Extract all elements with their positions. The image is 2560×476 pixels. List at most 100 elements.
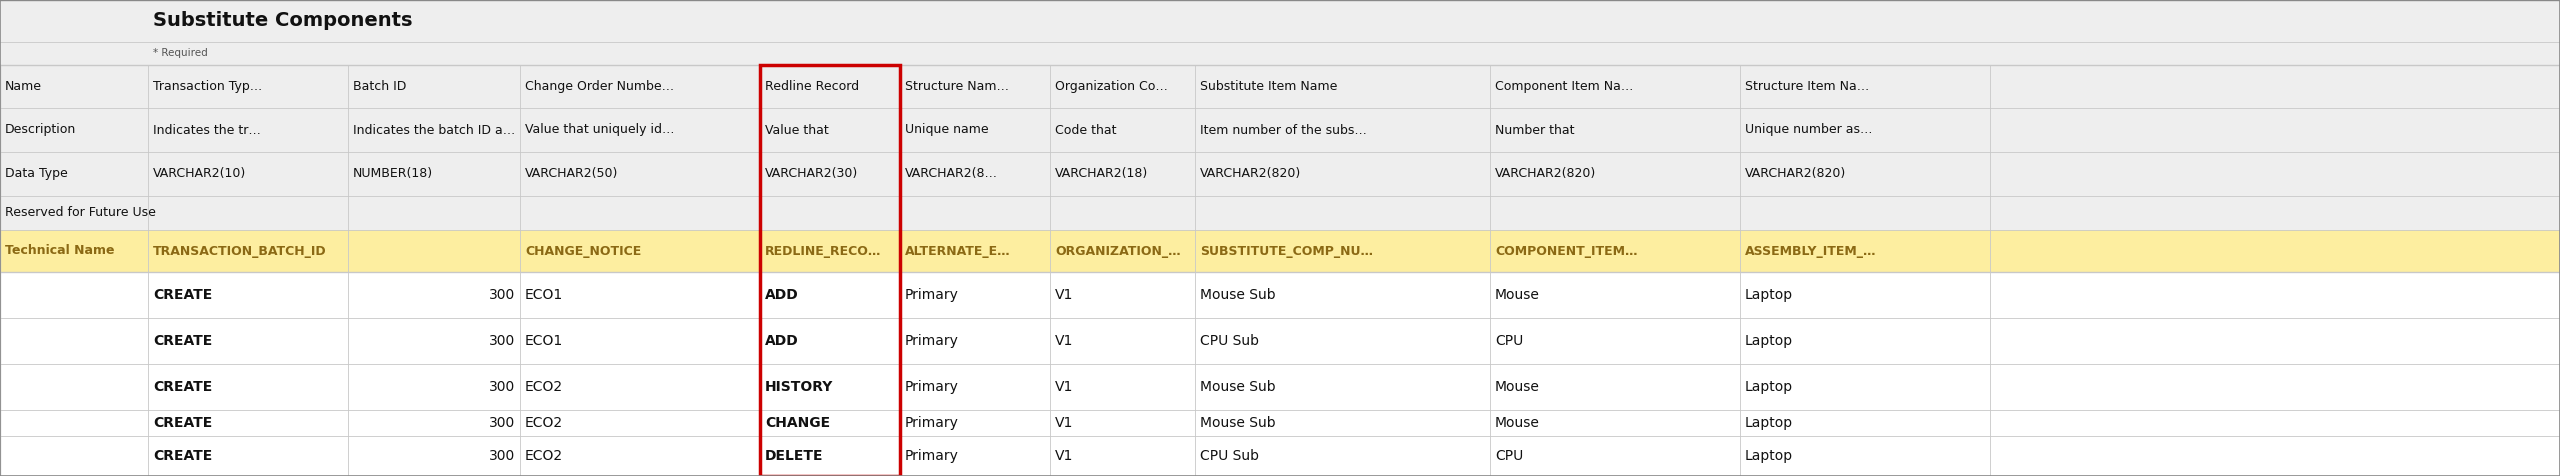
- Text: CPU: CPU: [1495, 334, 1523, 348]
- Text: V1: V1: [1055, 380, 1073, 394]
- Text: Mouse: Mouse: [1495, 416, 1541, 430]
- Text: Code that: Code that: [1055, 123, 1116, 137]
- Text: Value that: Value that: [765, 123, 829, 137]
- Text: Description: Description: [5, 123, 77, 137]
- Text: CREATE: CREATE: [154, 449, 212, 463]
- Text: 300: 300: [489, 380, 515, 394]
- Text: Mouse: Mouse: [1495, 380, 1541, 394]
- Text: ALTERNATE_E…: ALTERNATE_E…: [906, 245, 1011, 258]
- Text: REDLINE_RECO…: REDLINE_RECO…: [765, 245, 881, 258]
- Bar: [0, 42, 2560, 65]
- Text: ECO2: ECO2: [525, 380, 563, 394]
- Text: 300: 300: [489, 449, 515, 463]
- Bar: [0, 364, 2560, 410]
- Text: CHANGE: CHANGE: [765, 416, 829, 430]
- Text: Technical Name: Technical Name: [5, 245, 115, 258]
- Text: V1: V1: [1055, 288, 1073, 302]
- Text: 300: 300: [489, 288, 515, 302]
- Bar: [0, 108, 2560, 152]
- Text: Indicates the tr…: Indicates the tr…: [154, 123, 261, 137]
- Text: * Required: * Required: [154, 49, 207, 59]
- Text: HISTORY: HISTORY: [765, 380, 835, 394]
- Text: CREATE: CREATE: [154, 334, 212, 348]
- Bar: [0, 410, 2560, 436]
- Text: ADD: ADD: [765, 334, 799, 348]
- Text: VARCHAR2(10): VARCHAR2(10): [154, 168, 246, 180]
- Text: Value that uniquely id…: Value that uniquely id…: [525, 123, 673, 137]
- Text: VARCHAR2(820): VARCHAR2(820): [1201, 168, 1300, 180]
- Text: ASSEMBLY_ITEM_…: ASSEMBLY_ITEM_…: [1746, 245, 1876, 258]
- Bar: [0, 272, 2560, 318]
- Text: Substitute Components: Substitute Components: [154, 11, 412, 30]
- Bar: [0, 152, 2560, 196]
- Text: CPU Sub: CPU Sub: [1201, 449, 1260, 463]
- Text: VARCHAR2(820): VARCHAR2(820): [1746, 168, 1846, 180]
- Text: Primary: Primary: [906, 288, 960, 302]
- Text: Structure Nam…: Structure Nam…: [906, 80, 1009, 93]
- Text: NUMBER(18): NUMBER(18): [353, 168, 433, 180]
- Text: Transaction Typ…: Transaction Typ…: [154, 80, 261, 93]
- Text: Primary: Primary: [906, 416, 960, 430]
- Text: Mouse Sub: Mouse Sub: [1201, 380, 1275, 394]
- Text: VARCHAR2(30): VARCHAR2(30): [765, 168, 858, 180]
- Text: Substitute Item Name: Substitute Item Name: [1201, 80, 1336, 93]
- Text: VARCHAR2(8…: VARCHAR2(8…: [906, 168, 998, 180]
- Text: Laptop: Laptop: [1746, 288, 1792, 302]
- Text: Name: Name: [5, 80, 41, 93]
- Text: 300: 300: [489, 416, 515, 430]
- Text: SUBSTITUTE_COMP_NU…: SUBSTITUTE_COMP_NU…: [1201, 245, 1372, 258]
- Text: CPU: CPU: [1495, 449, 1523, 463]
- Text: ECO1: ECO1: [525, 334, 563, 348]
- Text: CPU Sub: CPU Sub: [1201, 334, 1260, 348]
- Text: VARCHAR2(18): VARCHAR2(18): [1055, 168, 1149, 180]
- Text: Change Order Numbe…: Change Order Numbe…: [525, 80, 673, 93]
- Text: Primary: Primary: [906, 449, 960, 463]
- Text: ADD: ADD: [765, 288, 799, 302]
- Bar: [0, 230, 2560, 272]
- Text: Laptop: Laptop: [1746, 416, 1792, 430]
- Text: ORGANIZATION_…: ORGANIZATION_…: [1055, 245, 1180, 258]
- Text: ECO2: ECO2: [525, 416, 563, 430]
- Text: Reserved for Future Use: Reserved for Future Use: [5, 207, 156, 219]
- Text: Indicates the batch ID a…: Indicates the batch ID a…: [353, 123, 515, 137]
- Text: COMPONENT_ITEM…: COMPONENT_ITEM…: [1495, 245, 1638, 258]
- Bar: [0, 65, 2560, 108]
- Text: Unique name: Unique name: [906, 123, 988, 137]
- Text: Organization Co…: Organization Co…: [1055, 80, 1167, 93]
- Text: VARCHAR2(50): VARCHAR2(50): [525, 168, 620, 180]
- Text: V1: V1: [1055, 416, 1073, 430]
- Bar: [0, 196, 2560, 230]
- Text: CHANGE_NOTICE: CHANGE_NOTICE: [525, 245, 640, 258]
- Text: ECO1: ECO1: [525, 288, 563, 302]
- Text: Laptop: Laptop: [1746, 334, 1792, 348]
- Text: Number that: Number that: [1495, 123, 1574, 137]
- Text: CREATE: CREATE: [154, 288, 212, 302]
- Text: Mouse Sub: Mouse Sub: [1201, 416, 1275, 430]
- Text: Batch ID: Batch ID: [353, 80, 407, 93]
- Text: CREATE: CREATE: [154, 416, 212, 430]
- Text: Laptop: Laptop: [1746, 449, 1792, 463]
- Text: Structure Item Na…: Structure Item Na…: [1746, 80, 1869, 93]
- Text: Mouse Sub: Mouse Sub: [1201, 288, 1275, 302]
- Text: 300: 300: [489, 334, 515, 348]
- Text: CREATE: CREATE: [154, 380, 212, 394]
- Text: DELETE: DELETE: [765, 449, 824, 463]
- Text: Data Type: Data Type: [5, 168, 67, 180]
- Bar: [0, 0, 2560, 42]
- Text: Mouse: Mouse: [1495, 288, 1541, 302]
- Text: VARCHAR2(820): VARCHAR2(820): [1495, 168, 1597, 180]
- Text: Unique number as…: Unique number as…: [1746, 123, 1871, 137]
- Text: TRANSACTION_BATCH_ID: TRANSACTION_BATCH_ID: [154, 245, 328, 258]
- Bar: [0, 436, 2560, 476]
- Text: V1: V1: [1055, 449, 1073, 463]
- Text: V1: V1: [1055, 334, 1073, 348]
- Text: ECO2: ECO2: [525, 449, 563, 463]
- Text: Redline Record: Redline Record: [765, 80, 860, 93]
- Text: Primary: Primary: [906, 380, 960, 394]
- Bar: [0, 230, 2560, 272]
- Text: Laptop: Laptop: [1746, 380, 1792, 394]
- Text: Item number of the subs…: Item number of the subs…: [1201, 123, 1367, 137]
- Bar: [0, 318, 2560, 364]
- Text: Primary: Primary: [906, 334, 960, 348]
- Bar: [760, 65, 901, 476]
